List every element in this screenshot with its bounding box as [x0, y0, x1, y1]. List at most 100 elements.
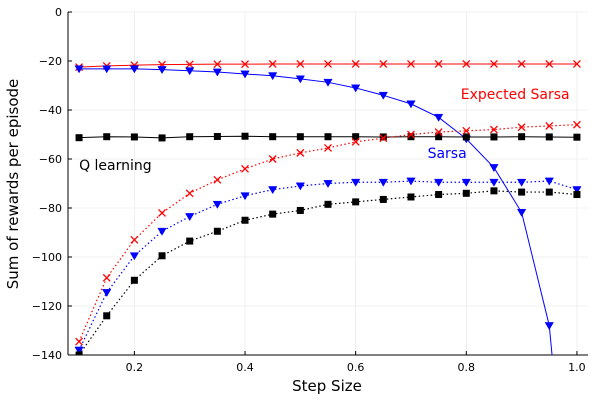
x-tick-label: 0.4	[236, 361, 254, 374]
q-learning-interim-point	[545, 188, 553, 196]
sarsa-interim-point	[489, 178, 499, 187]
expected-sarsa-interim-point	[213, 175, 222, 184]
sarsa-interim-series	[74, 177, 582, 355]
sarsa-interim-point	[102, 289, 112, 298]
sarsa-interim-point	[185, 213, 195, 222]
x-tick-label: 0.8	[458, 361, 476, 374]
expected-sarsa-asymptotic-series	[75, 59, 581, 72]
sarsa-asymptotic-series	[74, 65, 554, 355]
expected-sarsa-asymptotic-point	[434, 59, 443, 68]
q-learning-asymptotic-point	[75, 134, 83, 142]
expected-sarsa-interim-point	[241, 164, 249, 173]
q-learning-annotation: Q learning	[79, 158, 152, 174]
sarsa-asymptotic-point	[516, 209, 527, 217]
sarsa-asymptotic-point	[74, 65, 84, 74]
tick-labels: 0.2 0.4 0.6 0.8 1.0 −140 −120 −100 −80 −60 −40 −20 0	[32, 6, 586, 374]
y-tick-label: −40	[39, 104, 62, 117]
q-learning-interim-point	[435, 191, 443, 199]
sarsa-asymptotic-point	[323, 78, 333, 87]
sarsa-interim-point	[129, 252, 140, 261]
expected-sarsa-asymptotic-point	[462, 59, 471, 68]
expected-sarsa-asymptotic-point	[517, 59, 526, 68]
q-learning-interim-point	[462, 189, 470, 197]
q-learning-asymptotic-point	[158, 134, 166, 142]
sarsa-interim-point	[434, 178, 444, 187]
expected-sarsa-interim-point	[102, 273, 111, 282]
q-learning-asymptotic-point	[573, 133, 581, 141]
sarsa-interim-point	[323, 180, 333, 188]
q-learning-interim-point	[573, 191, 581, 199]
q-learning-interim-point	[324, 200, 332, 208]
q-learning-asymptotic-point	[407, 133, 415, 141]
q-learning-asymptotic-point	[379, 133, 387, 141]
expected-sarsa-interim-point	[434, 128, 443, 137]
expected-sarsa-interim-line	[78, 124, 577, 342]
q-learning-asymptotic-point	[130, 133, 138, 141]
expected-sarsa-asymptotic-point	[572, 59, 581, 68]
expected-sarsa-interim-point	[158, 208, 167, 217]
y-tick-label: 0	[55, 6, 62, 19]
sarsa-interim-point	[157, 227, 167, 236]
q-learning-interim-line	[78, 190, 577, 355]
expected-sarsa-asymptotic-point	[268, 59, 277, 68]
expected-sarsa-interim-point	[351, 137, 360, 146]
expected-sarsa-interim-point	[407, 130, 415, 139]
sarsa-annotation: Sarsa	[428, 146, 467, 162]
q-learning-asymptotic-point	[490, 133, 498, 141]
expected-sarsa-interim-point	[130, 235, 139, 244]
sarsa-interim-point	[212, 200, 222, 209]
q-learning-asymptotic-point	[545, 133, 553, 141]
sarsa-asymptotic-point	[212, 68, 222, 77]
sarsa-interim-point	[240, 192, 250, 201]
expected-sarsa-interim-point	[489, 125, 498, 134]
q-learning-asymptotic-point	[352, 133, 360, 141]
expected-sarsa-interim-point	[545, 121, 554, 130]
q-learning-interim-point	[130, 276, 138, 284]
q-learning-interim-point	[186, 237, 194, 245]
sarsa-asymptotic-point	[434, 113, 444, 122]
expected-sarsa-interim-series	[75, 120, 581, 346]
x-tick-label: 1.0	[568, 361, 586, 374]
expected-sarsa-annotation: Expected Sarsa	[461, 87, 570, 103]
expected-sarsa-asymptotic-point	[213, 60, 222, 69]
sarsa-asymptotic-point	[378, 91, 388, 100]
y-tick-label: −120	[32, 300, 62, 313]
sarsa-interim-point	[461, 178, 471, 187]
y-tick-label: −100	[32, 251, 62, 264]
y-tick-label: −60	[39, 153, 62, 166]
sarsa-interim-point	[378, 178, 388, 187]
expected-sarsa-asymptotic-point	[241, 60, 249, 69]
expected-sarsa-interim-point	[296, 148, 305, 157]
q-learning-interim-point	[158, 252, 166, 260]
x-tick-label: 0.6	[347, 361, 365, 374]
expected-sarsa-interim-point	[379, 134, 388, 143]
sarsa-asymptotic-point	[185, 67, 195, 76]
expected-sarsa-interim-point	[517, 123, 526, 132]
sarsa-interim-point	[295, 182, 305, 191]
expected-sarsa-asymptotic-point	[407, 59, 415, 68]
x-tick-label: 0.2	[126, 361, 144, 374]
expected-sarsa-asymptotic-point	[379, 59, 388, 68]
sarsa-asymptotic-point	[157, 66, 167, 75]
expected-sarsa-asymptotic-point	[324, 59, 332, 68]
q-learning-interim-point	[352, 198, 360, 206]
q-learning-interim-point	[490, 187, 498, 195]
sarsa-asymptotic-point	[351, 84, 361, 93]
sarsa-interim-point	[74, 346, 84, 355]
sarsa-asymptotic-point	[489, 164, 499, 173]
q-learning-asymptotic-point	[241, 132, 249, 140]
sarsa-asymptotic-point	[544, 322, 554, 331]
expected-sarsa-interim-point	[268, 155, 277, 163]
q-learning-interim-point	[75, 351, 83, 355]
q-learning-interim-point	[518, 188, 526, 196]
sarsa-asymptotic-line	[79, 68, 553, 355]
y-tick-label: −20	[39, 55, 62, 68]
sarsa-asymptotic-point	[295, 75, 305, 84]
expected-sarsa-asymptotic-point	[545, 59, 554, 68]
q-learning-asymptotic-series	[75, 132, 581, 142]
expected-sarsa-interim-point	[324, 144, 332, 152]
series-group	[74, 59, 582, 355]
q-learning-interim-point	[103, 312, 111, 320]
q-learning-asymptotic-point	[462, 133, 470, 141]
